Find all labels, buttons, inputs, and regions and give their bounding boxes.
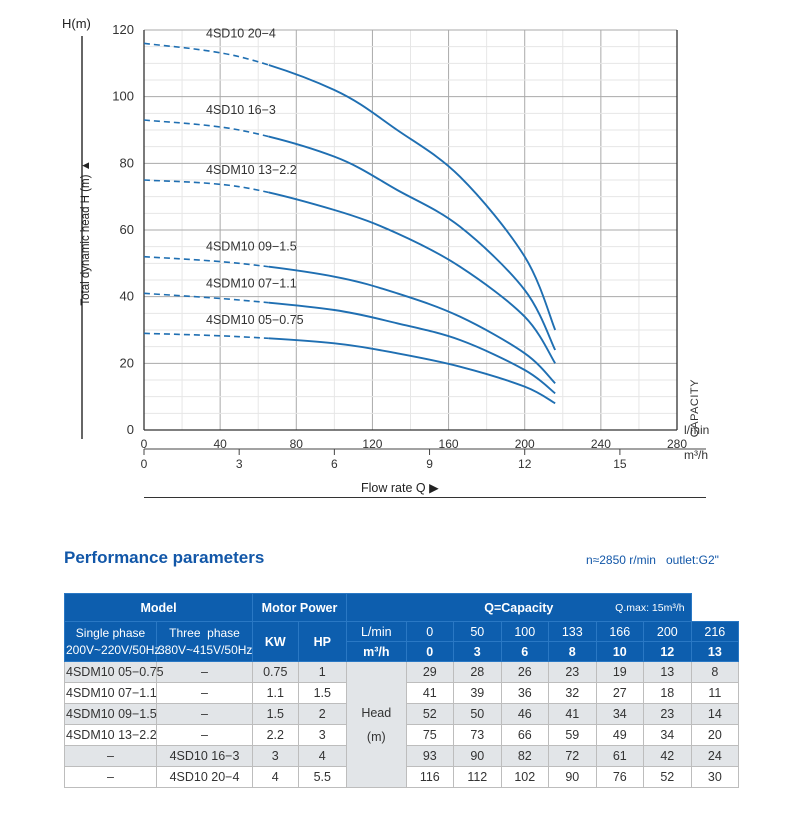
svg-text:9: 9 [426,457,433,471]
svg-text:3: 3 [236,457,243,471]
svg-text:6: 6 [331,457,338,471]
svg-text:0: 0 [141,457,148,471]
svg-text:12: 12 [518,457,532,471]
svg-text:15: 15 [613,457,627,471]
